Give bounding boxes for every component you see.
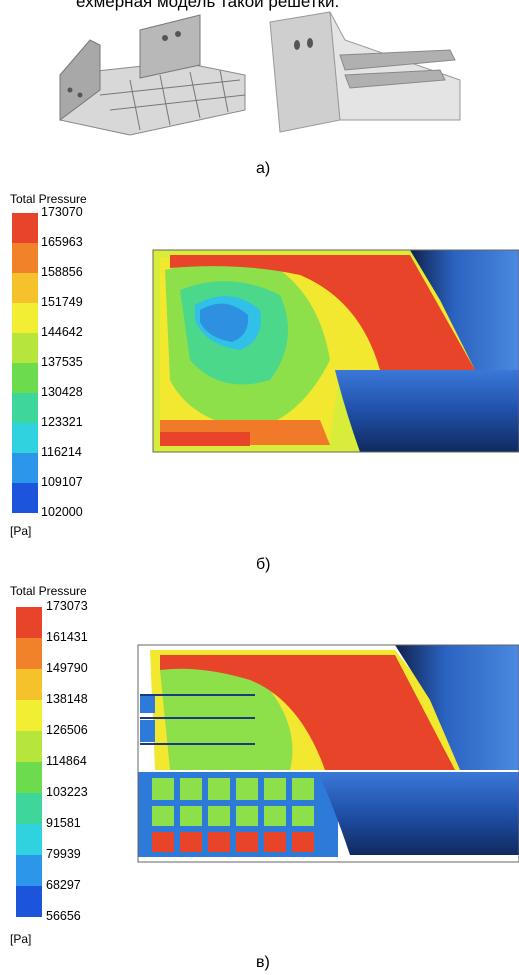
legend-tick-label: 158856 xyxy=(41,265,83,279)
legend-tick-label: 103223 xyxy=(46,785,88,799)
legend-tick-label: 149790 xyxy=(46,661,88,675)
legend-tick-label: 173073 xyxy=(46,599,88,613)
legend-tick-label: 161431 xyxy=(46,630,88,644)
colorbar-b xyxy=(12,213,38,513)
legend-tick-label: 126506 xyxy=(46,723,88,737)
colorbar-c xyxy=(16,607,42,917)
legend-tick-label: 137535 xyxy=(41,355,83,369)
legend-tick-label: 165963 xyxy=(41,235,83,249)
caption: а) xyxy=(256,160,270,178)
contour-c xyxy=(138,645,519,862)
legend-tick-label: 130428 xyxy=(41,385,83,399)
contour-b xyxy=(153,250,519,452)
legend-tick-label: 116214 xyxy=(41,445,82,459)
legend-tick-label: 102000 xyxy=(41,505,83,519)
legend-tick-label: 173070 xyxy=(41,205,83,219)
legend-title: Total Pressure xyxy=(10,584,87,598)
header-text: ехмерная модель такой решетки. xyxy=(76,0,339,12)
model-left xyxy=(60,15,245,135)
caption: в) xyxy=(256,954,270,972)
legend-tick-label: 56656 xyxy=(46,909,81,923)
legend-tick-label: 151749 xyxy=(41,295,83,309)
legend-title: Total Pressure xyxy=(10,192,87,206)
legend-tick-label: 109107 xyxy=(41,475,83,489)
legend-tick-label: 114864 xyxy=(46,754,87,768)
legend-tick-label: 68297 xyxy=(46,878,81,892)
caption: б) xyxy=(256,556,271,574)
legend-tick-label: 91581 xyxy=(46,816,81,830)
legend-tick-label: 144642 xyxy=(41,325,83,339)
legend-unit: [Pa] xyxy=(10,932,31,946)
page: ехмерная модель такой решетки. а) Total … xyxy=(0,0,519,975)
legend-tick-label: 123321 xyxy=(41,415,83,429)
model-right xyxy=(270,12,460,132)
legend-tick-label: 79939 xyxy=(46,847,81,861)
legend-tick-label: 138148 xyxy=(46,692,88,706)
legend-unit: [Pa] xyxy=(10,524,31,538)
